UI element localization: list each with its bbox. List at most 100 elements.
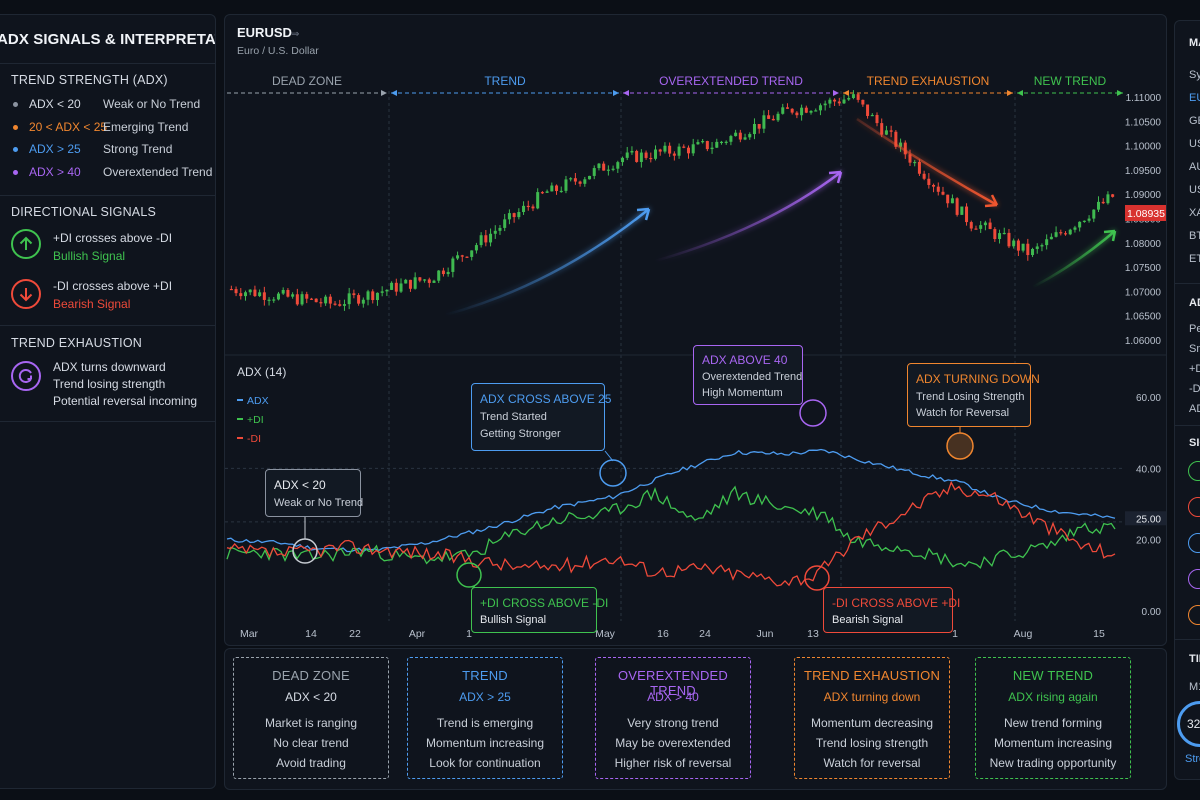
card-line: Very strong trend [627, 716, 719, 730]
watchlist-item[interactable]: ET [1189, 253, 1200, 265]
candle-body [983, 222, 987, 226]
callout-adx-cross25: ADX CROSS ABOVE 25 Trend Started Getting… [471, 383, 611, 451]
signal-marker-bearish-cross[interactable] [804, 565, 830, 591]
callout-adx-above40: ADX ABOVE 40 Overextended Trend High Mom… [693, 345, 803, 405]
watchlist-item[interactable]: AU [1189, 161, 1200, 173]
adx-setting-item[interactable]: AD [1189, 403, 1200, 415]
condition-label: ADX > 40 [29, 165, 81, 179]
candle-body [1002, 232, 1006, 235]
candle-body [399, 283, 403, 292]
card-line: Avoid trading [276, 756, 346, 770]
candle-body [814, 110, 818, 112]
candle-body [404, 279, 408, 284]
candle-body [319, 302, 323, 304]
reversal-signal-icon[interactable] [1188, 569, 1200, 589]
candle-body [998, 233, 1002, 239]
candle-body [267, 299, 271, 301]
watchlist-item[interactable]: Sy [1189, 69, 1200, 81]
candle-body [781, 107, 785, 114]
price-adx-chart[interactable]: EURUSD ⇒ Euro / U.S. Dollar DEAD ZONE TRE… [225, 15, 1167, 646]
candle-body [917, 161, 921, 174]
candle-body [663, 145, 667, 152]
watchlist-item[interactable]: GE [1189, 115, 1200, 127]
candle-body [503, 219, 507, 228]
candle-body [357, 295, 361, 304]
open-arrow-icon[interactable]: ⇒ [291, 29, 299, 40]
candle-body [305, 294, 309, 299]
signal-marker-bullish-cross[interactable] [456, 562, 482, 588]
candle-body [592, 168, 596, 176]
last-price-label: 1.08935 [1127, 208, 1165, 220]
candle-body [804, 107, 808, 113]
signal-marker-adx-above40[interactable] [799, 399, 827, 427]
divider [0, 421, 215, 422]
arrow-left-icon [1017, 90, 1023, 96]
price-tick-label: 1.08000 [1125, 239, 1162, 250]
candle-body [1040, 245, 1044, 247]
arrow-left-icon [623, 90, 629, 96]
price-tick-label: 1.09000 [1125, 190, 1162, 201]
chart-panel[interactable]: EURUSD ⇒ Euro / U.S. Dollar DEAD ZONE TRE… [224, 14, 1167, 646]
candle-body [569, 178, 573, 180]
candlestick-series [229, 90, 1115, 311]
trend-signal-icon[interactable] [1188, 533, 1200, 553]
bearish-signal-icon[interactable] [1188, 497, 1200, 517]
symbol-ticker[interactable]: EURUSD [237, 25, 292, 40]
time-tick-label: Mar [240, 628, 259, 640]
bullish-signal-icon[interactable] [1188, 461, 1200, 481]
watchlist-item[interactable]: US [1189, 138, 1200, 150]
card-line: Trend losing strength [815, 736, 929, 750]
candle-body [993, 229, 997, 239]
candle-body [512, 213, 516, 218]
card-line: Watch for reversal [823, 756, 921, 770]
candle-body [248, 289, 252, 293]
new-trend-arrow [1032, 230, 1116, 289]
adx-grid [225, 467, 1125, 523]
arrowhead-icon [636, 207, 651, 221]
card-title: DEAD ZONE [272, 668, 350, 683]
signal-marker-adx-cross25[interactable] [599, 459, 627, 487]
condition-description: Emerging Trend [103, 120, 189, 134]
phase-labels: DEAD ZONE TREND OVEREXTENDED TREND TREND EX… [227, 74, 1123, 96]
bullish-signal-label: Bullish Signal [53, 249, 126, 263]
candle-body [649, 157, 653, 160]
candle-body [903, 142, 907, 155]
condition-description: Weak or No Trend [103, 97, 201, 111]
card-line: Higher risk of reversal [614, 756, 732, 770]
card-condition: ADX > 25 [459, 690, 511, 704]
candle-body [295, 294, 299, 305]
panel-title: ADX SIGNALS & INTERPRETATION [0, 31, 215, 48]
candle-body [672, 153, 676, 156]
adx-legend: ADX +DI -DI [237, 395, 269, 445]
candle-body [1007, 232, 1011, 247]
candle-body [800, 107, 804, 116]
signal-marker-adx-turning[interactable] [946, 432, 974, 460]
time-tick-label: 15 [1093, 628, 1105, 640]
exhaustion-signal-icon[interactable] [1188, 605, 1200, 625]
adx-setting-item[interactable]: Pe [1189, 323, 1200, 335]
candle-body [1045, 239, 1049, 246]
candle-body [875, 114, 879, 124]
divider [0, 195, 215, 196]
adx-setting-item[interactable]: Sm [1189, 343, 1200, 355]
candle-body [1016, 240, 1020, 251]
candle-body [550, 185, 554, 192]
reversal-icon [11, 361, 41, 391]
candle-body [1054, 232, 1058, 237]
watchlist-item[interactable]: BT [1189, 230, 1200, 242]
candle-body [719, 141, 723, 144]
watchlist-item[interactable]: EU [1189, 92, 1200, 104]
watchlist-item[interactable]: US [1189, 184, 1200, 196]
timeframe-heading: TIN [1189, 653, 1200, 665]
adx-setting-item[interactable]: -DI [1189, 383, 1200, 395]
legend-label: -DI [247, 433, 261, 445]
adx-setting-item[interactable]: +D [1189, 363, 1200, 375]
candle-body [243, 292, 248, 297]
candle-body [583, 179, 587, 184]
candle-body [908, 154, 912, 163]
watchlist-item[interactable]: XA [1189, 207, 1200, 219]
timeframe-label[interactable]: M1 [1189, 681, 1200, 693]
adx-pane-title: ADX (14) [237, 365, 286, 379]
candle-body [823, 103, 827, 106]
candle-body [771, 118, 775, 121]
